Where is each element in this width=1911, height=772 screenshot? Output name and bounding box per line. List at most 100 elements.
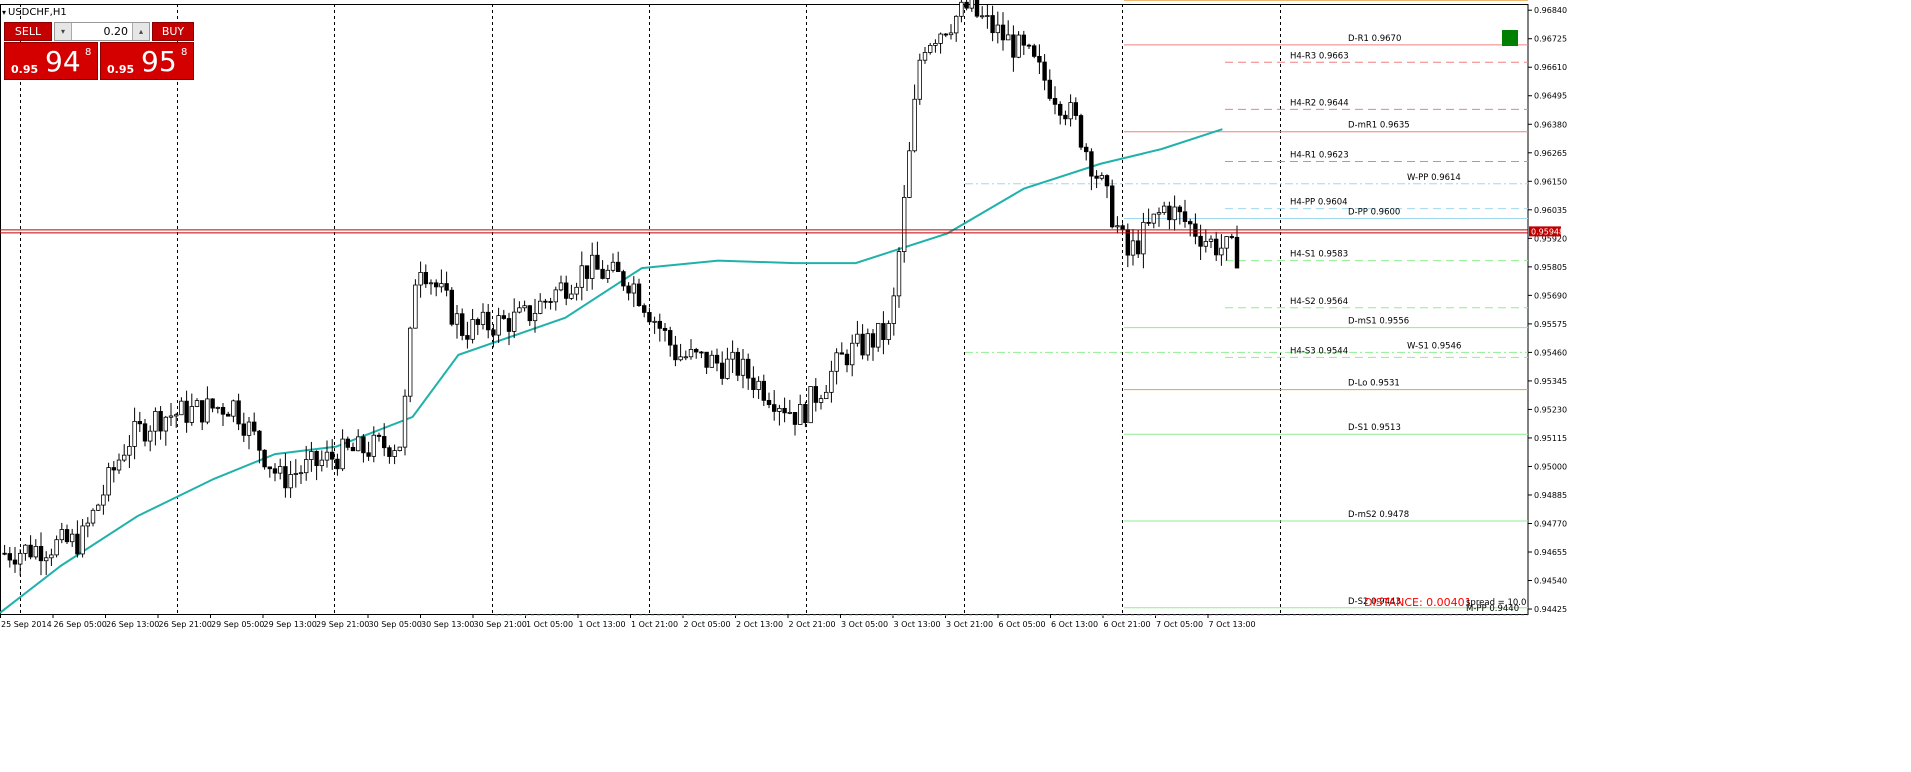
y-tick-label: 0.96495 bbox=[1534, 92, 1567, 101]
candle-body bbox=[543, 300, 548, 303]
buy-price-box[interactable]: 0.95 95 8 bbox=[100, 42, 194, 80]
candle bbox=[345, 436, 350, 451]
candle-body bbox=[163, 416, 168, 432]
candle-body bbox=[111, 467, 116, 471]
candle bbox=[782, 397, 787, 423]
candle-body bbox=[54, 539, 59, 556]
candle-body bbox=[813, 386, 818, 403]
candle bbox=[350, 442, 356, 452]
lot-size-value[interactable]: 0.20 bbox=[103, 25, 129, 38]
candle-body bbox=[824, 391, 829, 399]
candle bbox=[366, 441, 371, 461]
candle bbox=[1021, 30, 1026, 56]
candle-body bbox=[751, 377, 756, 390]
candle-body bbox=[746, 358, 751, 379]
candle bbox=[1110, 179, 1115, 229]
candle-body bbox=[600, 268, 605, 279]
candle bbox=[251, 412, 257, 436]
candle bbox=[158, 406, 163, 440]
candle-body bbox=[605, 269, 610, 279]
candle-body bbox=[251, 421, 257, 432]
candle bbox=[59, 522, 64, 544]
candle-body bbox=[772, 404, 777, 412]
candle-body bbox=[433, 282, 439, 288]
candle bbox=[517, 301, 522, 314]
candle-body bbox=[1068, 102, 1073, 120]
candle-body bbox=[1146, 221, 1151, 224]
lot-decrease-icon[interactable]: ▾ bbox=[55, 23, 72, 40]
candle-body bbox=[694, 349, 699, 353]
candle-body bbox=[652, 320, 657, 323]
candle bbox=[761, 374, 766, 407]
candle bbox=[116, 453, 122, 474]
candle bbox=[756, 376, 761, 399]
candle-body bbox=[969, 0, 974, 9]
candle bbox=[948, 24, 954, 40]
candle bbox=[1136, 229, 1141, 258]
candle-body bbox=[740, 358, 746, 376]
candle-body bbox=[1104, 175, 1110, 187]
candle-body bbox=[912, 98, 917, 152]
candle bbox=[990, 5, 995, 42]
x-tick-label: 26 Sep 13:00 bbox=[106, 620, 159, 629]
candle-body bbox=[64, 529, 70, 543]
candle bbox=[813, 378, 818, 412]
sell-price-box[interactable]: 0.95 94 8 bbox=[4, 42, 98, 80]
candle-body bbox=[491, 329, 496, 336]
x-tick-label: 3 Oct 21:00 bbox=[946, 620, 993, 629]
x-tick-label: 6 Oct 05:00 bbox=[999, 620, 1046, 629]
candle-body bbox=[699, 351, 704, 354]
candle-body bbox=[392, 450, 397, 457]
level-label: W-PP 0.9614 bbox=[1407, 173, 1461, 183]
candle-body bbox=[1136, 240, 1141, 255]
chart-menu-icon[interactable]: ▾ bbox=[2, 7, 7, 17]
x-tick-label: 26 Sep 21:00 bbox=[159, 620, 212, 629]
candle-body bbox=[257, 430, 262, 451]
x-tick-label: 3 Oct 05:00 bbox=[841, 620, 888, 629]
candle-body bbox=[1073, 102, 1078, 116]
candle-body bbox=[569, 293, 574, 299]
candle-body bbox=[704, 351, 709, 368]
candle-body bbox=[735, 351, 740, 376]
candle-body bbox=[267, 466, 272, 470]
candle-body bbox=[678, 356, 683, 361]
candle-body bbox=[309, 450, 314, 460]
candle bbox=[766, 392, 772, 409]
candle bbox=[673, 335, 678, 367]
sell-button[interactable]: SELL bbox=[4, 22, 52, 41]
y-tick-label: 0.95345 bbox=[1534, 377, 1567, 386]
y-axis: 0.96840 0.96725 0.96610 0.96495 0.96380 0.962… bbox=[1528, 6, 1567, 614]
x-tick-label: 6 Oct 21:00 bbox=[1104, 620, 1151, 629]
candle bbox=[642, 303, 647, 318]
candle bbox=[355, 429, 361, 452]
candle bbox=[1094, 170, 1099, 189]
candle-body bbox=[590, 254, 595, 279]
candle-body bbox=[1162, 205, 1167, 213]
buy-button[interactable]: BUY bbox=[152, 22, 194, 41]
candle-body bbox=[236, 400, 241, 425]
candle bbox=[824, 384, 829, 400]
candle-body bbox=[1167, 205, 1172, 221]
candle bbox=[272, 463, 278, 482]
candle bbox=[137, 411, 142, 433]
x-tick-label: 30 Sep 05:00 bbox=[369, 620, 422, 629]
candle-body bbox=[662, 327, 668, 331]
candle bbox=[839, 342, 844, 355]
lot-size-input[interactable]: ▾ 0.20 ▴ bbox=[54, 22, 150, 41]
candle-body bbox=[80, 525, 85, 555]
candle bbox=[220, 403, 226, 427]
candle-body bbox=[366, 452, 371, 457]
candle bbox=[1151, 213, 1156, 229]
candle-body bbox=[1188, 221, 1193, 225]
candle bbox=[844, 349, 850, 373]
candle-body bbox=[355, 436, 361, 452]
candle bbox=[288, 460, 293, 498]
candle-body bbox=[1224, 236, 1229, 249]
candle-body bbox=[246, 421, 252, 436]
candle-body bbox=[444, 283, 449, 291]
candle-body bbox=[220, 407, 226, 415]
candle bbox=[600, 260, 605, 280]
lot-increase-icon[interactable]: ▴ bbox=[132, 23, 149, 40]
candle bbox=[402, 389, 408, 456]
